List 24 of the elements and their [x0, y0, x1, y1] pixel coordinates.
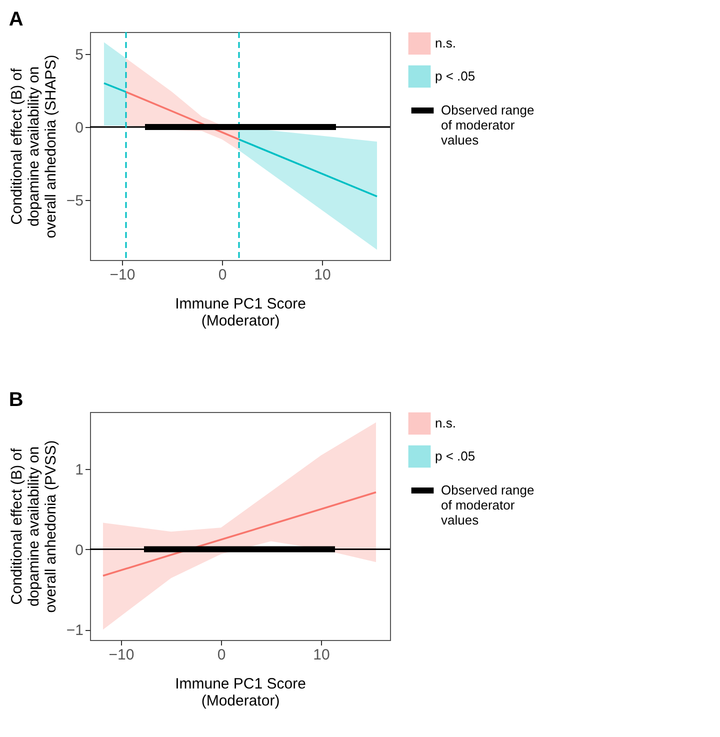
chart-title: A: [8, 8, 24, 30]
text: n.s.: [435, 416, 456, 430]
x-tick-label: 10: [314, 266, 331, 284]
y-tick-label: 1: [75, 462, 84, 478]
x-tick-label: −10: [110, 266, 136, 284]
x-tick-label: 10: [313, 646, 330, 664]
legend-label: Observed range of moderator values: [441, 482, 534, 528]
x-tick-label: 0: [218, 266, 227, 284]
legend-label: p < .05: [435, 68, 476, 84]
y-tick-label: 0: [75, 542, 84, 559]
y-tick-label: 0: [75, 120, 84, 136]
x-tick-label: 0: [217, 646, 226, 664]
x-axis-title: Immune PC1 Score (Moderator): [175, 296, 306, 330]
legend-label: p < .05: [435, 448, 476, 464]
y-tick-label: 5: [75, 46, 84, 64]
y-axis-title: Conditional effect (B) of dopamine availability on overall anhedonia (PVSS): [8, 440, 60, 613]
y-tick-label: −5: [66, 192, 84, 210]
chart-title: B: [8, 389, 24, 411]
y-axis-title: Conditional effect (B) of dopamine availability on overall anhedonia (SHAPS): [8, 54, 60, 238]
x-axis-title: Immune PC1 Score (Moderator): [175, 676, 306, 710]
legend-label: Observed range of moderator values: [441, 102, 534, 148]
y-tick-label: −1: [66, 622, 84, 640]
legend-label: n.s.: [435, 36, 456, 50]
x-tick-label: −10: [108, 646, 134, 664]
